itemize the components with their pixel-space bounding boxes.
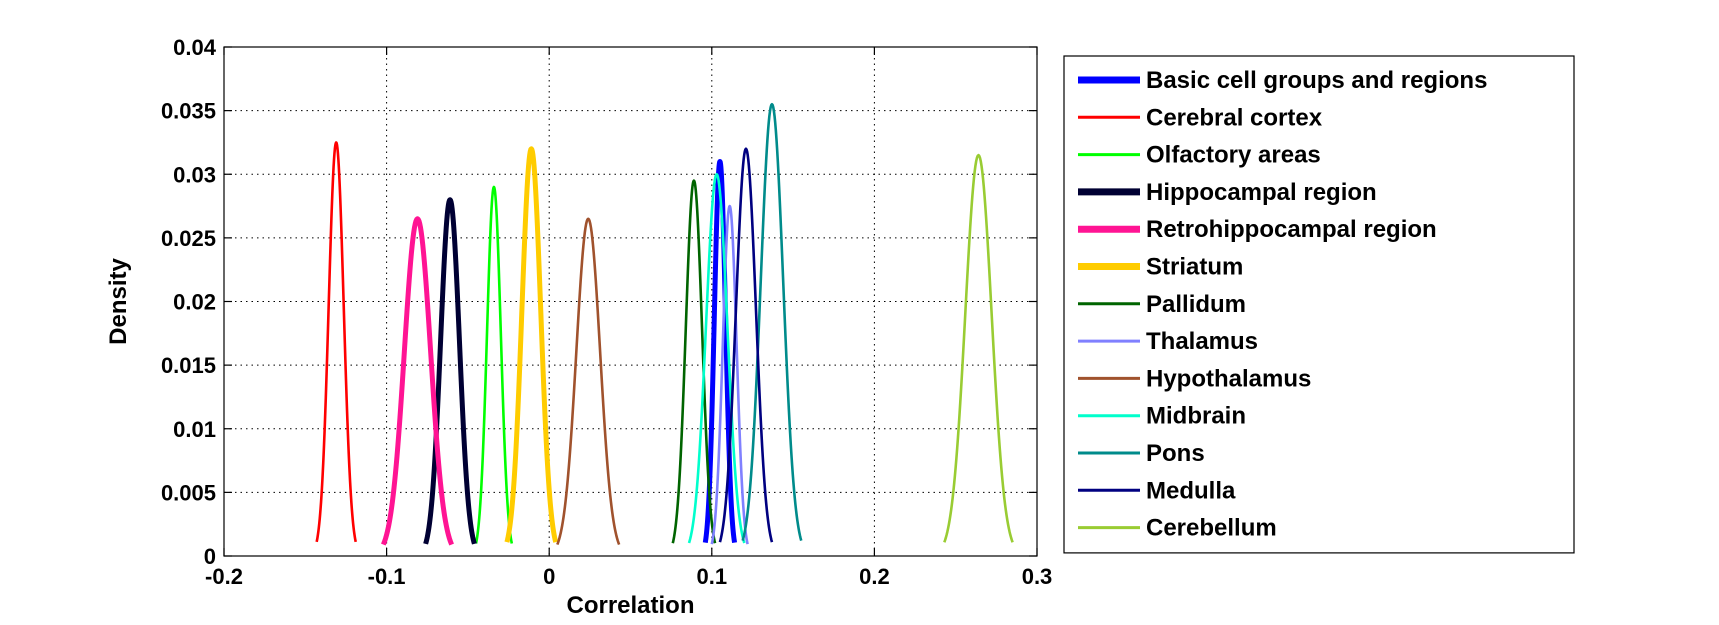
legend-label: Hippocampal region xyxy=(1146,179,1377,206)
series-line xyxy=(504,146,559,543)
series-line xyxy=(423,197,477,545)
series-lines xyxy=(315,102,1014,546)
y-tick-label: 0.04 xyxy=(173,35,217,60)
legend-label: Hypothalamus xyxy=(1146,365,1311,392)
x-tick-label: -0.2 xyxy=(205,564,243,589)
legend-label: Pallidum xyxy=(1146,291,1246,318)
legend-label: Midbrain xyxy=(1146,403,1246,430)
series-line xyxy=(474,185,514,544)
legend-label: Pons xyxy=(1146,440,1205,467)
legend-label: Striatum xyxy=(1146,254,1243,281)
y-tick-label: 0.02 xyxy=(173,290,216,315)
legend-box xyxy=(1063,55,1575,554)
series-line xyxy=(556,217,621,545)
y-tick-label: 0.01 xyxy=(173,417,216,442)
x-tick-label: 0.1 xyxy=(697,564,728,589)
series-line xyxy=(943,153,1014,543)
series-line xyxy=(671,179,717,544)
plot-area: -0.2 -0.1 0 0.1 0.2 0.3 0 0.005 0.01 0.015 0.02 0.0… xyxy=(161,35,1052,589)
y-tick-label: 0.015 xyxy=(161,353,216,378)
legend-label: Thalamus xyxy=(1146,328,1258,355)
x-axis-label: Correlation xyxy=(566,592,694,619)
legend-label: Basic cell groups and regions xyxy=(1146,67,1487,94)
legend-label: Medulla xyxy=(1146,477,1236,504)
series-line xyxy=(315,141,357,543)
axis-ticks: -0.2 -0.1 0 0.1 0.2 0.3 0 0.005 0.01 0.015 0.02 0.0… xyxy=(161,35,1052,589)
y-tick-label: 0.03 xyxy=(173,162,216,187)
series-line xyxy=(741,102,803,541)
x-tick-label: 0.3 xyxy=(1022,564,1053,589)
y-tick-label: 0.025 xyxy=(161,226,216,251)
x-tick-label: -0.1 xyxy=(368,564,406,589)
series-line xyxy=(718,147,774,543)
legend-label: Cerebral cortex xyxy=(1146,104,1323,131)
legend-entries: Basic cell groups and regions Cerebral co… xyxy=(1078,67,1487,542)
legend-label: Olfactory areas xyxy=(1146,142,1321,169)
series-line xyxy=(710,204,749,545)
y-tick-label: 0.005 xyxy=(161,480,216,505)
grid xyxy=(224,47,1037,556)
x-tick-label: 0 xyxy=(543,564,555,589)
legend: Basic cell groups and regions Cerebral co… xyxy=(1063,55,1575,554)
x-tick-label: 0.2 xyxy=(859,564,890,589)
legend-label: Cerebellum xyxy=(1146,515,1277,542)
y-axis-label: Density xyxy=(105,258,132,345)
y-tick-label: 0 xyxy=(204,544,216,569)
legend-label: Retrohippocampal region xyxy=(1146,216,1437,243)
series-line xyxy=(381,216,454,546)
y-tick-label: 0.035 xyxy=(161,99,216,124)
series-line xyxy=(687,172,746,544)
